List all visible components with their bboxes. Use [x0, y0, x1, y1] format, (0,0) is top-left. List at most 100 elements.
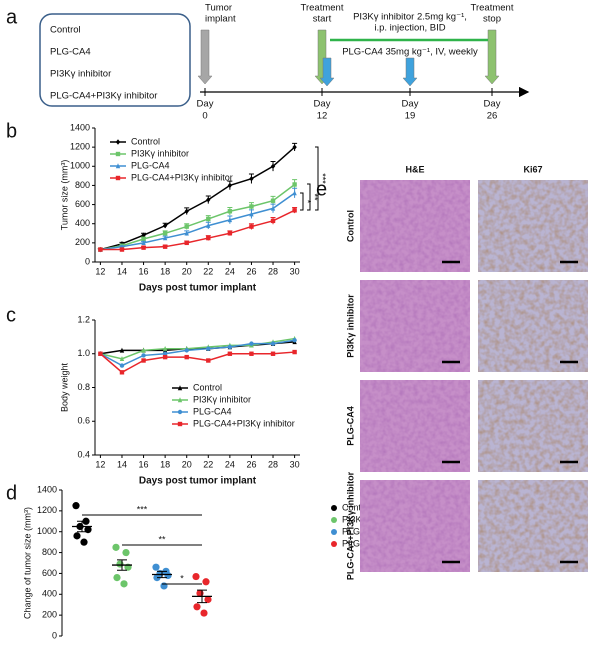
data-point: [270, 198, 276, 203]
y-tick-label: 800: [75, 180, 90, 190]
data-point: [270, 341, 276, 346]
panel-label: a: [6, 6, 18, 28]
legend-marker: [331, 541, 337, 547]
data-point: [206, 197, 211, 203]
legend-marker: [177, 421, 183, 427]
stop-arrow: [484, 29, 500, 85]
data-point: [72, 502, 80, 510]
y-tick-label: 1200: [70, 142, 90, 152]
data-point: [184, 224, 189, 229]
legend-label: Control: [131, 136, 160, 146]
y-tick-label: 0: [85, 256, 90, 266]
data-point: [141, 236, 146, 242]
sig-bracket: [315, 146, 319, 211]
data-point: [292, 190, 297, 196]
histology-texture: [478, 480, 588, 572]
histology-texture: [360, 380, 470, 472]
data-point: [116, 560, 124, 568]
sig-label: ***: [137, 504, 148, 514]
row-label: PLG-CA4+PI3Kγ inhibitor: [345, 471, 355, 580]
panel-label: c: [6, 304, 16, 326]
group-label: PI3Kγ inhibitor: [50, 69, 111, 80]
y-tick-label: 1000: [70, 161, 90, 171]
x-axis-title: Days post tumor implant: [139, 283, 257, 294]
x-tick-label: 16: [139, 266, 149, 276]
x-tick-label: 22: [203, 459, 213, 469]
y-tick-label: 400: [75, 218, 90, 228]
data-point: [113, 574, 121, 582]
data-point: [249, 176, 254, 182]
injection-arrow: [319, 57, 335, 87]
data-point: [112, 543, 120, 551]
x-tick-label: 18: [160, 266, 170, 276]
x-axis-title: Days post tumor implant: [139, 476, 257, 487]
data-point: [162, 354, 168, 360]
y-tick-label: 0.6: [77, 416, 90, 426]
x-tick-label: 26: [246, 266, 256, 276]
x-tick-label: 12: [95, 266, 105, 276]
histology-texture: [360, 480, 470, 572]
x-tick-label: 22: [203, 266, 213, 276]
y-axis-title: Body weight: [59, 362, 69, 412]
data-point: [192, 572, 200, 581]
histology-texture: [478, 380, 588, 472]
day-word: Day: [402, 99, 419, 110]
sem-bar: [117, 559, 127, 571]
legend-marker: [115, 163, 121, 169]
treatment-label: PLG-CA4 35mg kg⁻¹, IV, weekly: [342, 47, 478, 58]
y-tick-label: 1400: [70, 122, 90, 132]
sig-bracket: [307, 183, 311, 211]
group-box: [39, 13, 191, 107]
series-line: [100, 146, 296, 251]
y-tick-label: 1.0: [77, 348, 90, 358]
y-tick-label: 600: [75, 199, 90, 209]
data-point: [184, 240, 189, 246]
panel-label: e: [316, 178, 327, 200]
data-point: [292, 349, 297, 355]
y-axis-title: Change of tumor size (mm³): [22, 507, 32, 619]
sig-label: *: [303, 200, 313, 204]
data-point: [98, 351, 103, 356]
legend-label: PLG-CA4: [193, 406, 232, 416]
legend-label: PI3Kγ inhibitor: [131, 148, 189, 158]
day-number: 19: [405, 111, 416, 122]
data-point: [206, 216, 211, 222]
data-point: [249, 204, 254, 209]
data-point: [249, 351, 254, 356]
data-point: [227, 182, 233, 189]
data-point: [292, 144, 297, 150]
column-header: H&E: [405, 164, 424, 174]
data-point: [292, 208, 297, 213]
legend-marker: [177, 385, 183, 391]
legend-marker: [115, 139, 121, 145]
data-point: [227, 344, 233, 350]
data-point: [206, 358, 211, 363]
legend-marker: [177, 409, 183, 415]
legend-label: Control: [342, 502, 371, 512]
data-point: [206, 235, 211, 241]
data-point: [119, 370, 125, 375]
x-tick-label: 14: [117, 266, 127, 276]
column-header: Ki67: [523, 164, 542, 174]
data-point: [249, 224, 254, 229]
event-label: Treatment: [301, 3, 344, 14]
data-point: [119, 347, 125, 353]
data-point: [80, 538, 88, 546]
data-point: [162, 351, 168, 356]
data-point: [160, 582, 168, 590]
legend-marker: [331, 529, 337, 535]
x-tick-label: 26: [246, 459, 256, 469]
data-point: [184, 230, 189, 236]
event-label: Tumor: [205, 3, 232, 14]
data-point: [200, 609, 208, 617]
data-point: [270, 163, 276, 169]
series-line: [100, 209, 295, 251]
data-point: [204, 595, 212, 604]
data-point: [152, 563, 160, 571]
x-tick-label: 14: [117, 459, 127, 469]
data-point: [227, 351, 233, 356]
data-point: [227, 209, 233, 214]
legend-label: PLG-CA4+PI3Kγ inhibitor: [131, 172, 233, 182]
series-line: [100, 339, 295, 367]
x-tick-label: 28: [268, 266, 278, 276]
